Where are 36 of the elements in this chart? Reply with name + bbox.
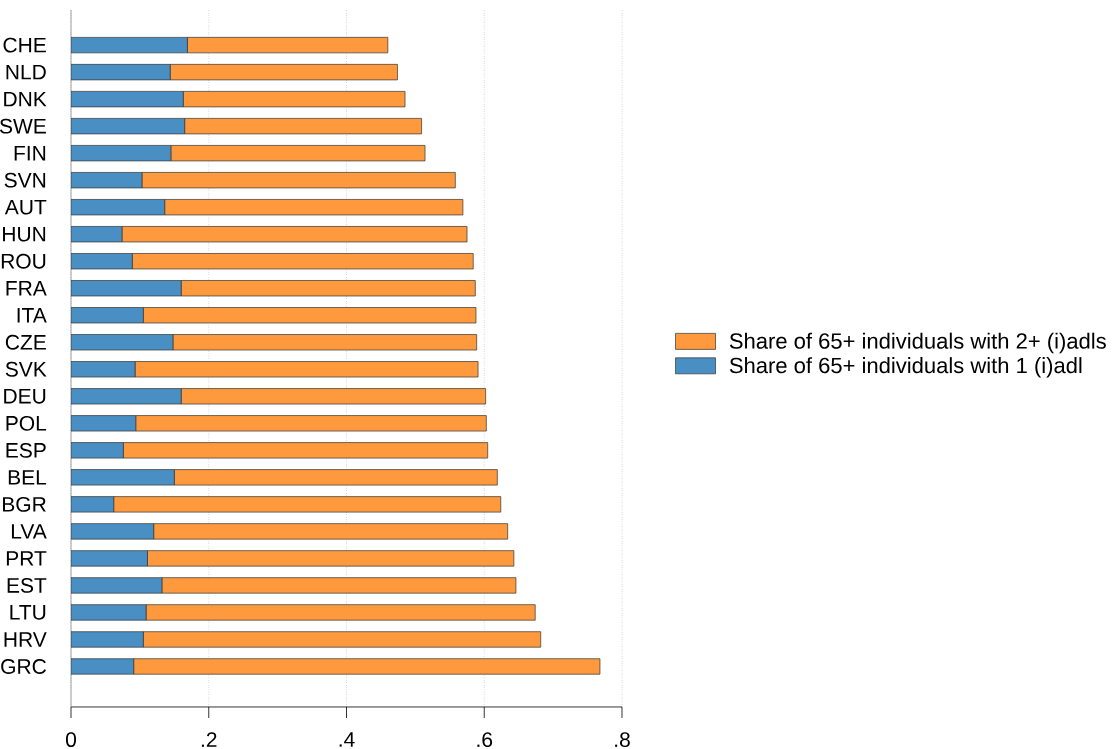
y-tick-label: HUN [3,226,46,242]
y-tick-label: EST [7,577,47,593]
bar [71,604,147,621]
y-tick-label: GRC [1,659,47,674]
y-tick-label: FRA [6,281,47,296]
y-tick-label: AUT [4,199,47,215]
x-tick-label: .4 [339,732,355,747]
legend-label: Share of 65+ individuals with 2+ (i)adls [729,332,1106,354]
x-tick-label: 0 [65,732,77,748]
y-tick-label: ROU [1,253,46,269]
y-tick-label: SWE [0,118,46,134]
y-tick-label: BGR [3,496,46,512]
y-tick-label: ESP [6,442,46,458]
bar [71,658,135,675]
bar [71,631,144,648]
y-tick-label: HRV [4,632,47,647]
y-tick-label: LTU [10,605,46,620]
y-tick-label: DNK [4,91,47,107]
y-tick-label: NLD [6,64,46,80]
y-tick-label: SVK [5,361,47,377]
x-tick-label: .6 [477,732,493,748]
legend-label: Share of 65+ individuals with 1 (i)adl [729,357,1082,378]
y-tick-label: PRT [6,551,47,566]
y-tick-label: FIN [14,145,46,161]
y-tick-label: BEL [8,470,47,485]
y-tick-label: POL [6,415,47,431]
y-tick-label: CZE [5,334,46,350]
y-tick-label: CHE [3,37,46,53]
y-tick-label: ITA [17,308,47,323]
bar [71,577,163,594]
x-tick-label: .8 [615,732,630,748]
y-tick-label: DEU [4,388,46,404]
y-tick-label: LVA [11,524,47,539]
x-tick-label: .2 [201,732,217,747]
y-tick-label: SVN [4,172,46,188]
bar [71,550,148,567]
